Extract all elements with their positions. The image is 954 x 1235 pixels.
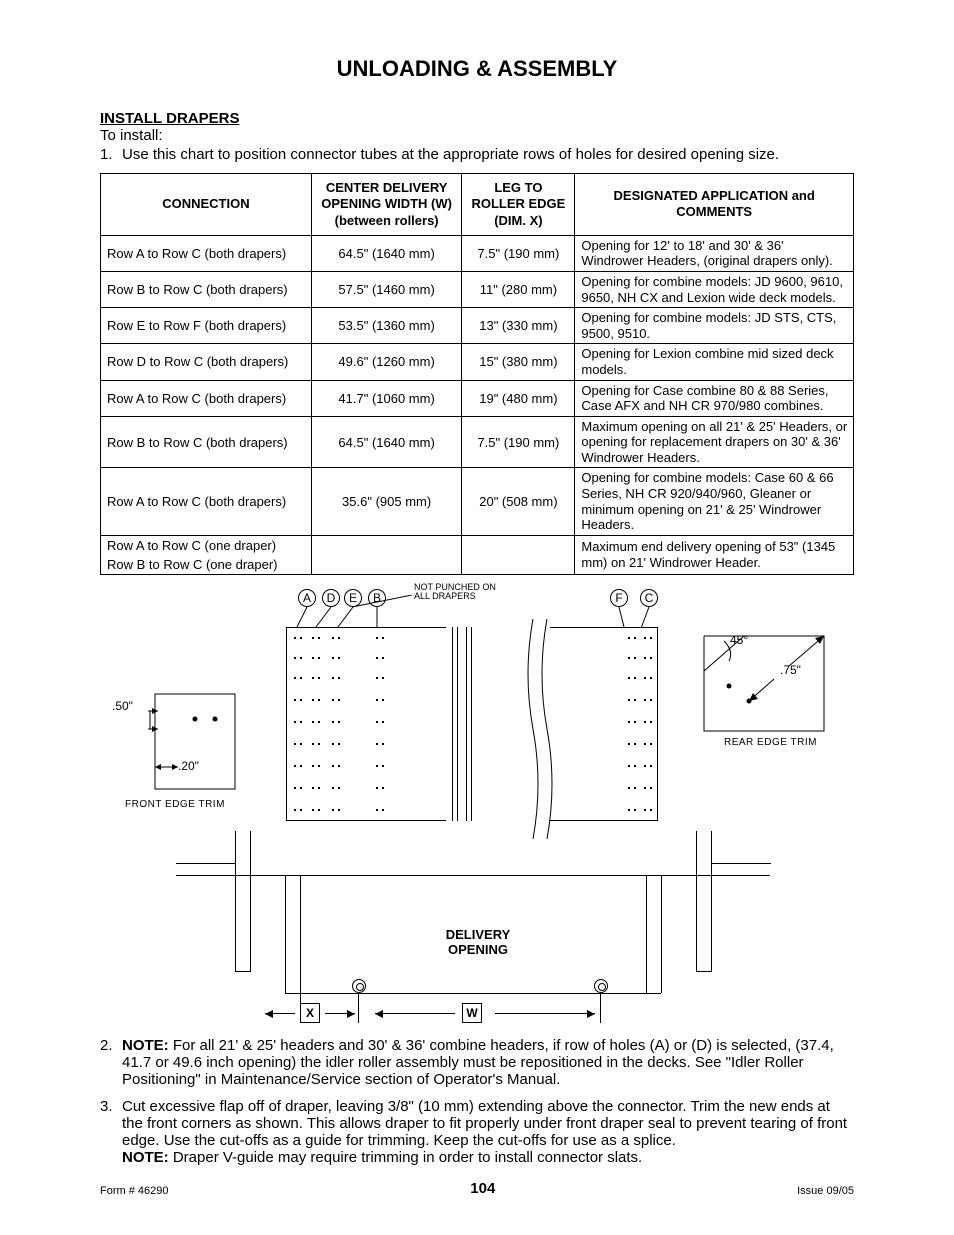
label-d: D bbox=[322, 589, 340, 607]
footer-form: Form # 46290 bbox=[100, 1185, 168, 1197]
table-row: Row B to Row C (both drapers) 64.5" (164… bbox=[101, 416, 854, 468]
dot-grid-left bbox=[286, 631, 446, 821]
step-3: 3. Cut excessive flap off of draper, lea… bbox=[100, 1098, 854, 1166]
delivery-opening-label: DELIVERY OPENING bbox=[418, 927, 538, 957]
delivery-diagram: DELIVERY OPENING X W bbox=[100, 831, 854, 1031]
step-3-num: 3. bbox=[100, 1098, 122, 1166]
table-row: Row B to Row C (both drapers) 57.5" (146… bbox=[101, 271, 854, 307]
wave-left bbox=[526, 619, 540, 839]
inner-lines-1 bbox=[452, 627, 458, 821]
th-connection: CONNECTION bbox=[101, 174, 312, 236]
step-2-body: NOTE: For all 21' & 25' headers and 30' … bbox=[122, 1037, 854, 1088]
table-row: Row A to Row C (both drapers) 64.5" (164… bbox=[101, 235, 854, 271]
footer-issue: Issue 09/05 bbox=[797, 1185, 854, 1197]
roller-left bbox=[352, 979, 366, 993]
x-label: X bbox=[300, 1003, 320, 1023]
front-dim-20: .20" bbox=[178, 759, 199, 773]
page-title: UNLOADING & ASSEMBLY bbox=[100, 56, 854, 82]
page-footer: Form # 46290 104 Issue 09/05 bbox=[100, 1180, 854, 1197]
step-2-note: NOTE: bbox=[122, 1037, 169, 1054]
rear-trim-svg bbox=[694, 631, 854, 751]
x-arrow-right bbox=[325, 1013, 355, 1014]
table-row: Row A to Row C (both drapers) 35.6" (905… bbox=[101, 468, 854, 535]
top-diagram: A D E B F C NOT PUNCHED ON ALL DRAPERS bbox=[100, 581, 854, 831]
step-1-num: 1. bbox=[100, 146, 122, 163]
punch-note: NOT PUNCHED ON ALL DRAPERS bbox=[414, 583, 496, 602]
rear-trim-caption: REAR EDGE TRIM bbox=[724, 737, 817, 748]
label-f: F bbox=[610, 589, 628, 607]
label-a: A bbox=[298, 589, 316, 607]
step-3-note-text: Draper V-guide may require trimming in o… bbox=[169, 1149, 643, 1166]
front-trim-caption: FRONT EDGE TRIM bbox=[125, 799, 225, 810]
step-3-note: NOTE: bbox=[122, 1149, 169, 1166]
w-label: W bbox=[462, 1003, 482, 1023]
inner-lines-2 bbox=[466, 627, 472, 821]
front-dim-50: .50" bbox=[112, 699, 133, 713]
w-arrow-right bbox=[495, 1013, 595, 1014]
table-row: Row A to Row C (both drapers) 41.7" (106… bbox=[101, 380, 854, 416]
step-2: 2. NOTE: For all 21' & 25' headers and 3… bbox=[100, 1037, 854, 1088]
step-2-num: 2. bbox=[100, 1037, 122, 1088]
w-arrow-left bbox=[375, 1013, 455, 1014]
footer-page: 104 bbox=[470, 1180, 495, 1197]
rear-angle: 45° bbox=[730, 633, 748, 647]
connection-table: CONNECTION CENTER DELIVERY OPENING WIDTH… bbox=[100, 173, 854, 575]
roller-right bbox=[594, 979, 608, 993]
th-leg: LEG TO ROLLER EDGE (DIM. X) bbox=[462, 174, 575, 236]
section-heading: INSTALL DRAPERS bbox=[100, 110, 854, 127]
to-install-text: To install: bbox=[100, 127, 854, 144]
step-1: 1. Use this chart to position connector … bbox=[100, 146, 854, 163]
front-trim-diagram: .50" .20" FRONT EDGE TRIM bbox=[100, 689, 270, 819]
step-3-text: Cut excessive flap off of draper, leavin… bbox=[122, 1098, 847, 1149]
x-arrow-left bbox=[265, 1013, 295, 1014]
th-center: CENTER DELIVERY OPENING WIDTH (W) (betwe… bbox=[311, 174, 462, 236]
label-c: C bbox=[640, 589, 658, 607]
table-row: Row E to Row F (both drapers) 53.5" (136… bbox=[101, 308, 854, 344]
table-row: Row D to Row C (both drapers) 49.6" (126… bbox=[101, 344, 854, 380]
table-row: Row A to Row C (one draper) Maximum end … bbox=[101, 535, 854, 555]
step-2-text: For all 21' & 25' headers and 30' & 36' … bbox=[122, 1037, 834, 1088]
wave-right bbox=[540, 619, 554, 839]
page: UNLOADING & ASSEMBLY INSTALL DRAPERS To … bbox=[0, 0, 954, 1235]
th-app: DESIGNATED APPLICATION and COMMENTS bbox=[575, 174, 854, 236]
strip-right bbox=[550, 627, 658, 821]
step-1-body: Use this chart to position connector tub… bbox=[122, 146, 854, 163]
rear-dim-75: .75" bbox=[780, 663, 801, 677]
step-3-body: Cut excessive flap off of draper, leavin… bbox=[122, 1098, 854, 1166]
rear-trim-diagram: 45° .75" REAR EDGE TRIM bbox=[694, 631, 854, 761]
